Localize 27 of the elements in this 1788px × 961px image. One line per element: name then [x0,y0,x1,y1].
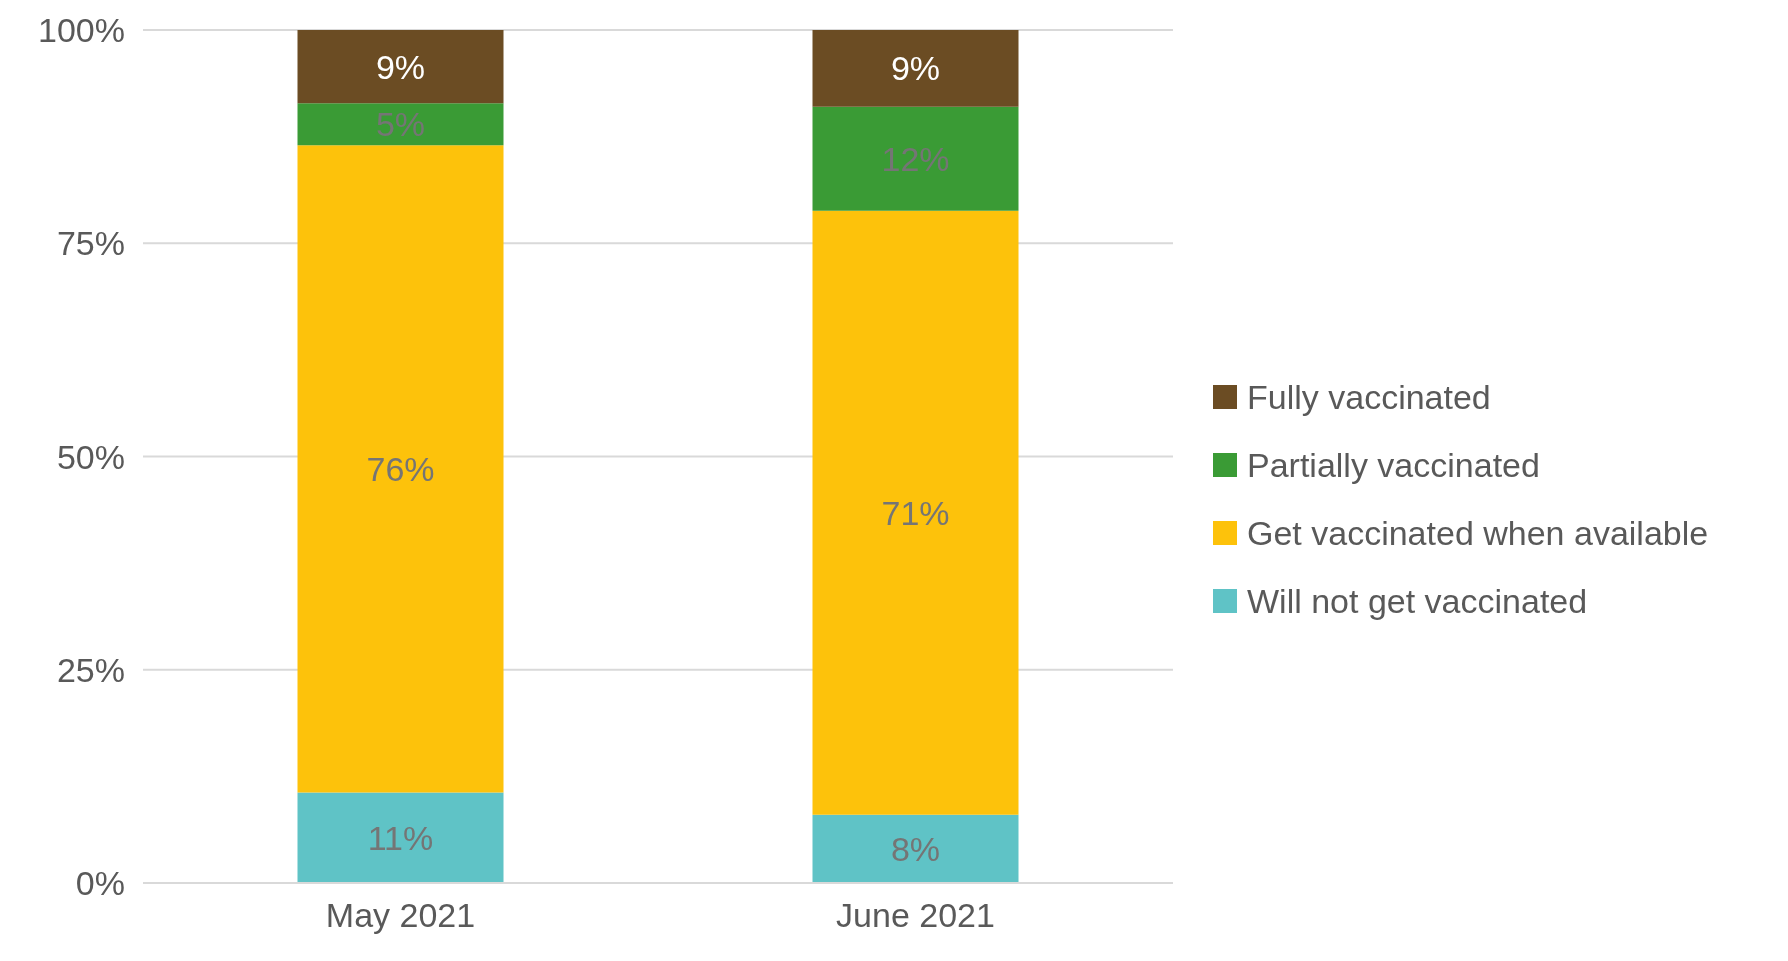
x-tick-label: June 2021 [836,896,995,935]
y-tick-label: 25% [56,650,125,689]
data-label: 9% [375,47,426,86]
bar [297,145,504,793]
y-tick-label: 0% [75,864,125,903]
data-label: 5% [375,105,426,144]
bar [297,103,504,146]
x-tick-label: May 2021 [325,896,476,935]
y-tick-label: 50% [56,437,125,476]
bar [297,792,504,883]
data-label: 12% [881,139,950,178]
data-label: 76% [366,449,435,488]
legend-label: Partially vaccinated [1247,445,1540,485]
y-tick-label: 100% [38,11,125,50]
bar [812,814,1019,883]
data-label: 8% [890,829,941,868]
legend-label: Get vaccinated when available [1247,513,1709,553]
legend-label: Will not get vaccinated [1247,581,1588,621]
y-tick-label: 75% [56,224,125,263]
data-label: 9% [890,49,941,88]
bar [812,106,1019,211]
bar [812,30,1019,107]
data-label: 71% [881,493,950,532]
legend-label: Fully vaccinated [1247,377,1491,417]
data-label: 11% [367,818,434,857]
bar [812,210,1019,815]
bar [297,30,504,104]
